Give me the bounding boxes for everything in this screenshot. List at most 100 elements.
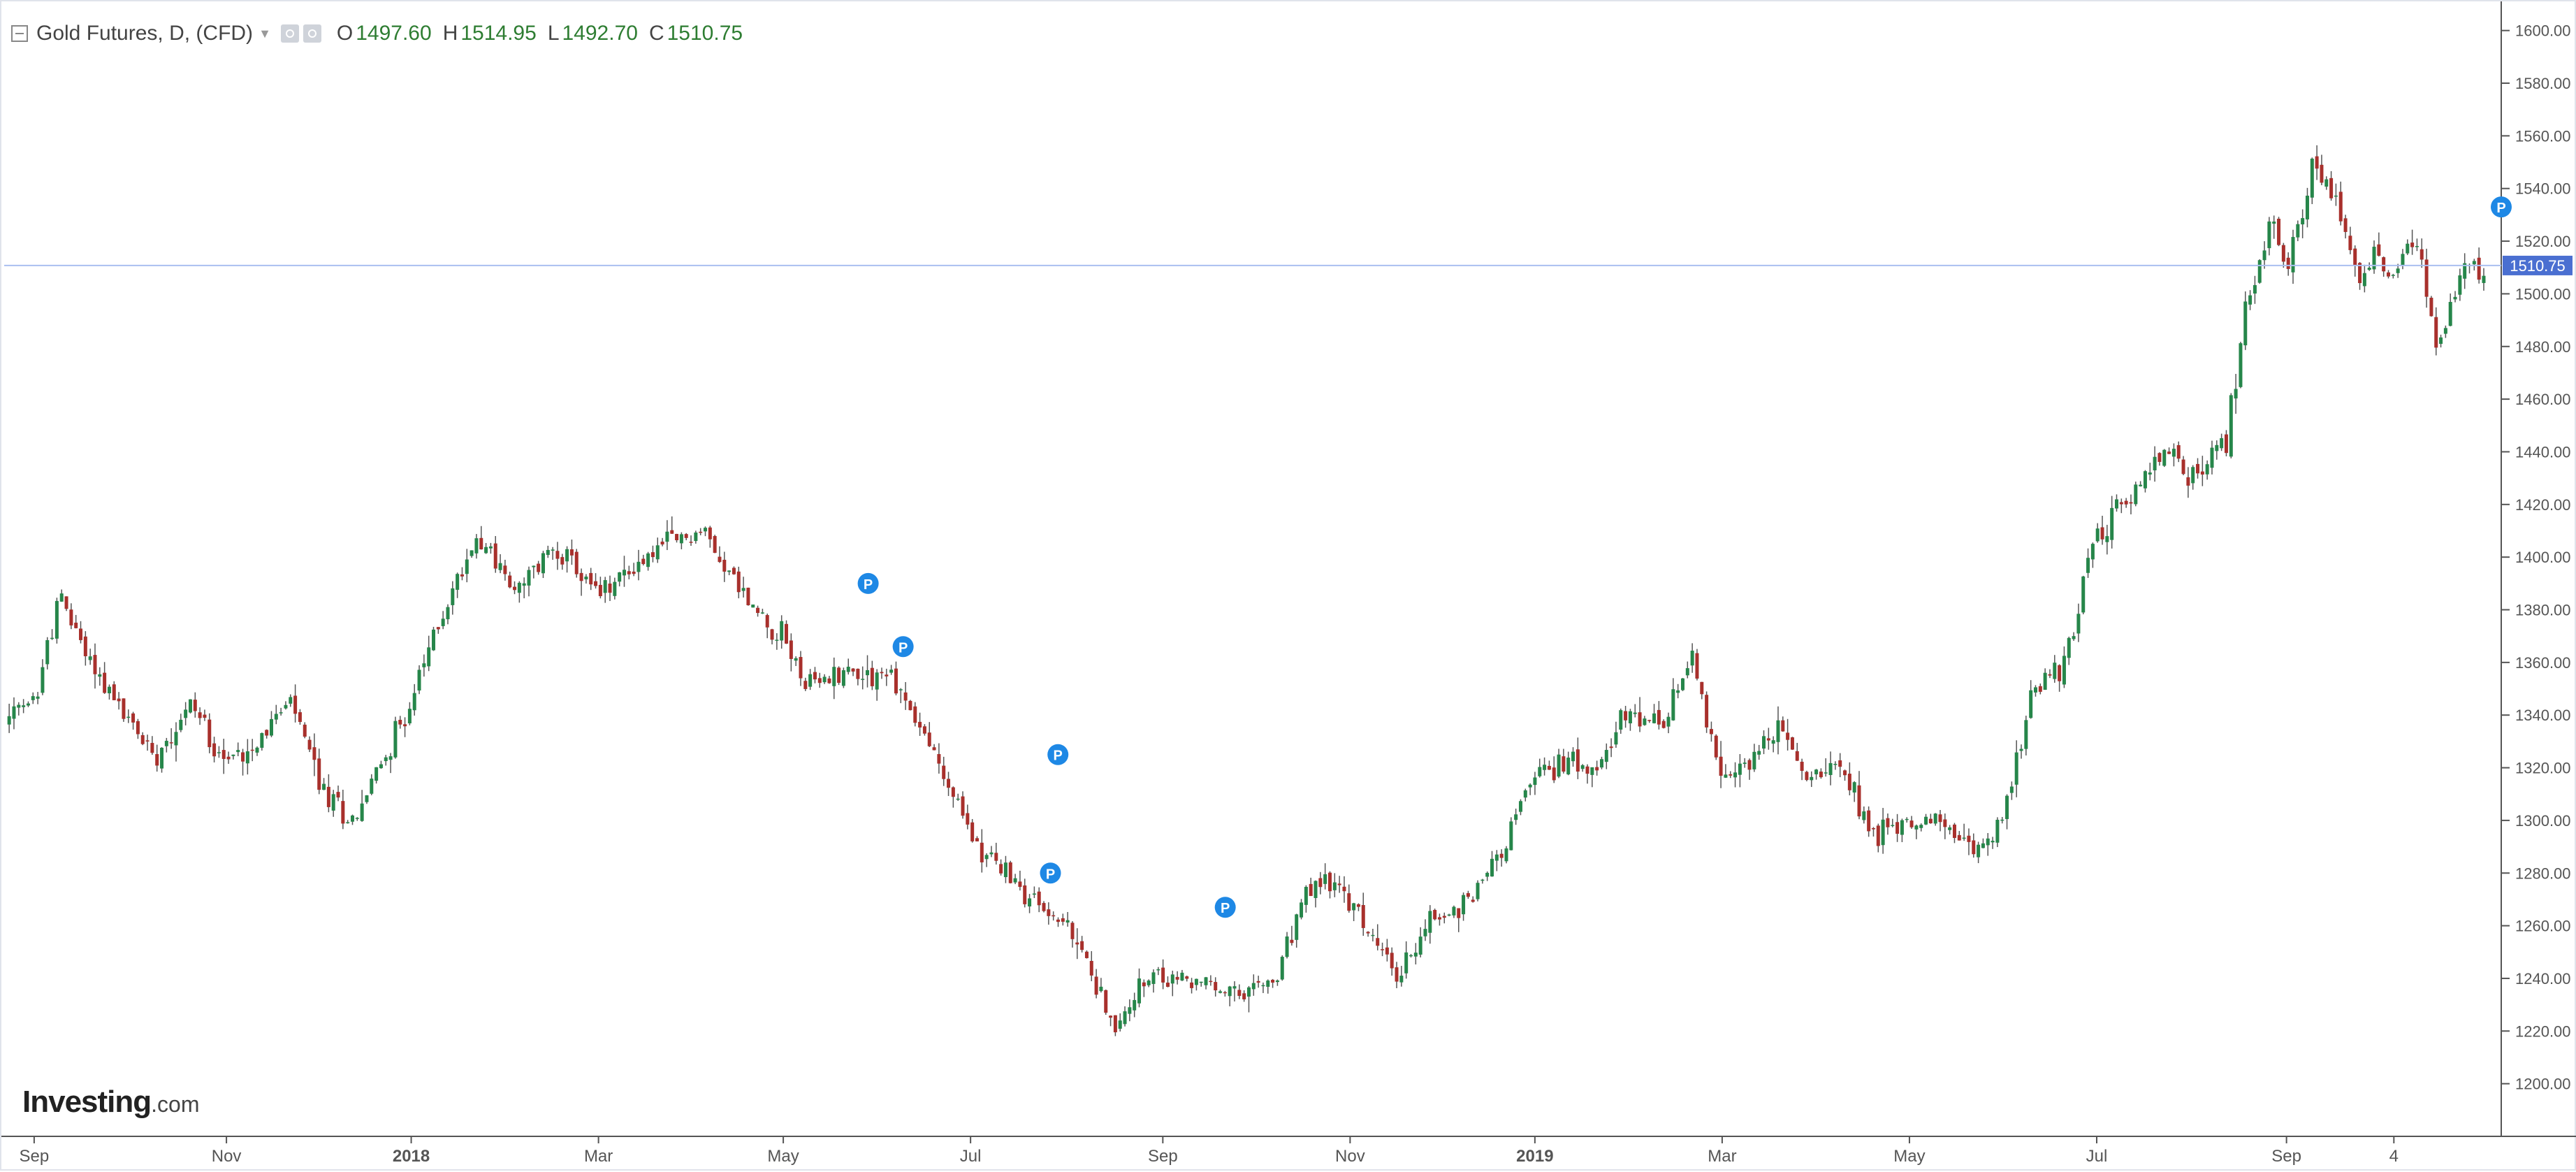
candle-down	[903, 692, 908, 701]
candle-down	[947, 779, 951, 788]
x-tick-label: Mar	[1708, 1147, 1736, 1166]
candle-down	[1871, 827, 1875, 830]
candle-down	[117, 698, 121, 702]
candle-up	[432, 629, 436, 651]
candle-up	[1314, 881, 1318, 898]
candle-down	[689, 542, 693, 543]
candle-down	[1256, 981, 1260, 983]
candle-down	[2343, 218, 2348, 232]
candle-down	[1471, 899, 1475, 902]
candle-up	[1490, 858, 1494, 877]
candle-up	[2205, 464, 2209, 475]
candle-up	[875, 672, 879, 690]
event-marker-circle[interactable]	[1214, 897, 1236, 918]
event-marker-circle[interactable]	[1040, 862, 1061, 884]
candle-down	[1705, 695, 1709, 728]
candle-up	[1323, 874, 1327, 884]
candle-up	[1752, 751, 1756, 769]
candle-up	[822, 677, 827, 683]
candle-up	[1232, 986, 1237, 989]
settings-icon[interactable]	[303, 24, 321, 43]
event-marker[interactable]: P	[892, 636, 914, 658]
candle-up	[1566, 758, 1571, 775]
event-marker-circle[interactable]	[1047, 744, 1069, 765]
event-marker[interactable]: P	[2491, 196, 2512, 218]
candle-up	[2153, 456, 2157, 471]
candle-up	[522, 583, 526, 586]
candle-down	[708, 527, 712, 540]
candle-down	[2424, 259, 2429, 297]
candle-down	[574, 551, 578, 574]
candle-down	[479, 537, 483, 550]
candle-up	[1900, 820, 1904, 835]
y-tick-label: 1600.00	[2515, 22, 2571, 40]
candle-up	[1905, 818, 1909, 820]
candle-up	[989, 852, 994, 855]
candle-up	[1285, 936, 1289, 957]
candle-up	[866, 670, 870, 676]
candle-down	[1943, 819, 1947, 827]
candle-up	[1151, 972, 1156, 984]
price-axis[interactable]: 1200.00 1220.00 1240.00 1260.00 1280.00 1300.…	[2501, 22, 2571, 1093]
candle-up	[1137, 978, 1142, 1004]
candle-up	[1690, 651, 1694, 666]
candle-up	[751, 605, 755, 608]
candle-up	[1571, 751, 1576, 762]
candle-up	[565, 549, 569, 562]
investing-logo[interactable]: Investing.com	[22, 1085, 200, 1119]
candle-up	[603, 580, 607, 593]
candle-up	[2000, 819, 2004, 821]
candle-down	[1237, 990, 1242, 997]
collapse-icon[interactable]	[11, 25, 28, 42]
candle-up	[846, 667, 850, 672]
candle-down	[2186, 477, 2190, 486]
event-marker-circle[interactable]	[2491, 196, 2512, 218]
candle-up	[861, 679, 865, 680]
visibility-icon[interactable]	[280, 24, 299, 43]
candle-down	[660, 541, 664, 545]
candle-down	[312, 747, 316, 760]
candle-up	[12, 706, 16, 719]
event-marker[interactable]: P	[1040, 862, 1061, 884]
candle-up	[2267, 221, 2271, 249]
candle-up	[322, 783, 326, 790]
event-marker[interactable]: P	[857, 572, 879, 594]
candle-up	[488, 546, 493, 549]
candle-up	[388, 756, 393, 760]
candle-up	[2162, 449, 2167, 466]
candle-up	[655, 545, 660, 560]
event-marker[interactable]: P	[1047, 744, 1069, 765]
candle-down	[140, 735, 145, 744]
candle-down	[1843, 770, 1847, 776]
candle-down	[1585, 766, 1589, 774]
candle-down	[2353, 248, 2357, 266]
candle-up	[1371, 934, 1375, 936]
x-tick-label: 4	[2389, 1147, 2399, 1166]
candle-down	[1109, 1015, 1113, 1018]
event-marker-circle[interactable]	[892, 636, 914, 658]
plot-area	[1, 1, 2576, 1137]
candle-up	[1738, 763, 1742, 775]
candle-up	[1003, 862, 1007, 878]
series-title[interactable]: Gold Futures, D, (CFD)	[36, 22, 254, 45]
chevron-down-icon[interactable]: ▼	[259, 26, 271, 41]
candle-down	[789, 640, 793, 659]
event-marker[interactable]: P	[1214, 897, 1236, 918]
candle-up	[498, 563, 502, 570]
candle-down	[221, 750, 226, 759]
candle-up	[2253, 284, 2257, 294]
candle-up	[1643, 718, 1647, 725]
candle-up	[269, 718, 273, 736]
x-tick-label: Jul	[2086, 1147, 2108, 1166]
candle-down	[650, 552, 655, 558]
candle-up	[541, 553, 545, 574]
candle-down	[1709, 729, 1713, 735]
candle-down	[1018, 881, 1022, 888]
candle-down	[951, 787, 955, 797]
candle-up	[245, 751, 249, 764]
time-axis[interactable]: Sep Nov 2018 Mar May Jul Sep Nov 2019 Mar May Jul Se…	[20, 1136, 2399, 1166]
event-marker-circle[interactable]	[857, 572, 879, 594]
candle-down	[999, 864, 1003, 874]
